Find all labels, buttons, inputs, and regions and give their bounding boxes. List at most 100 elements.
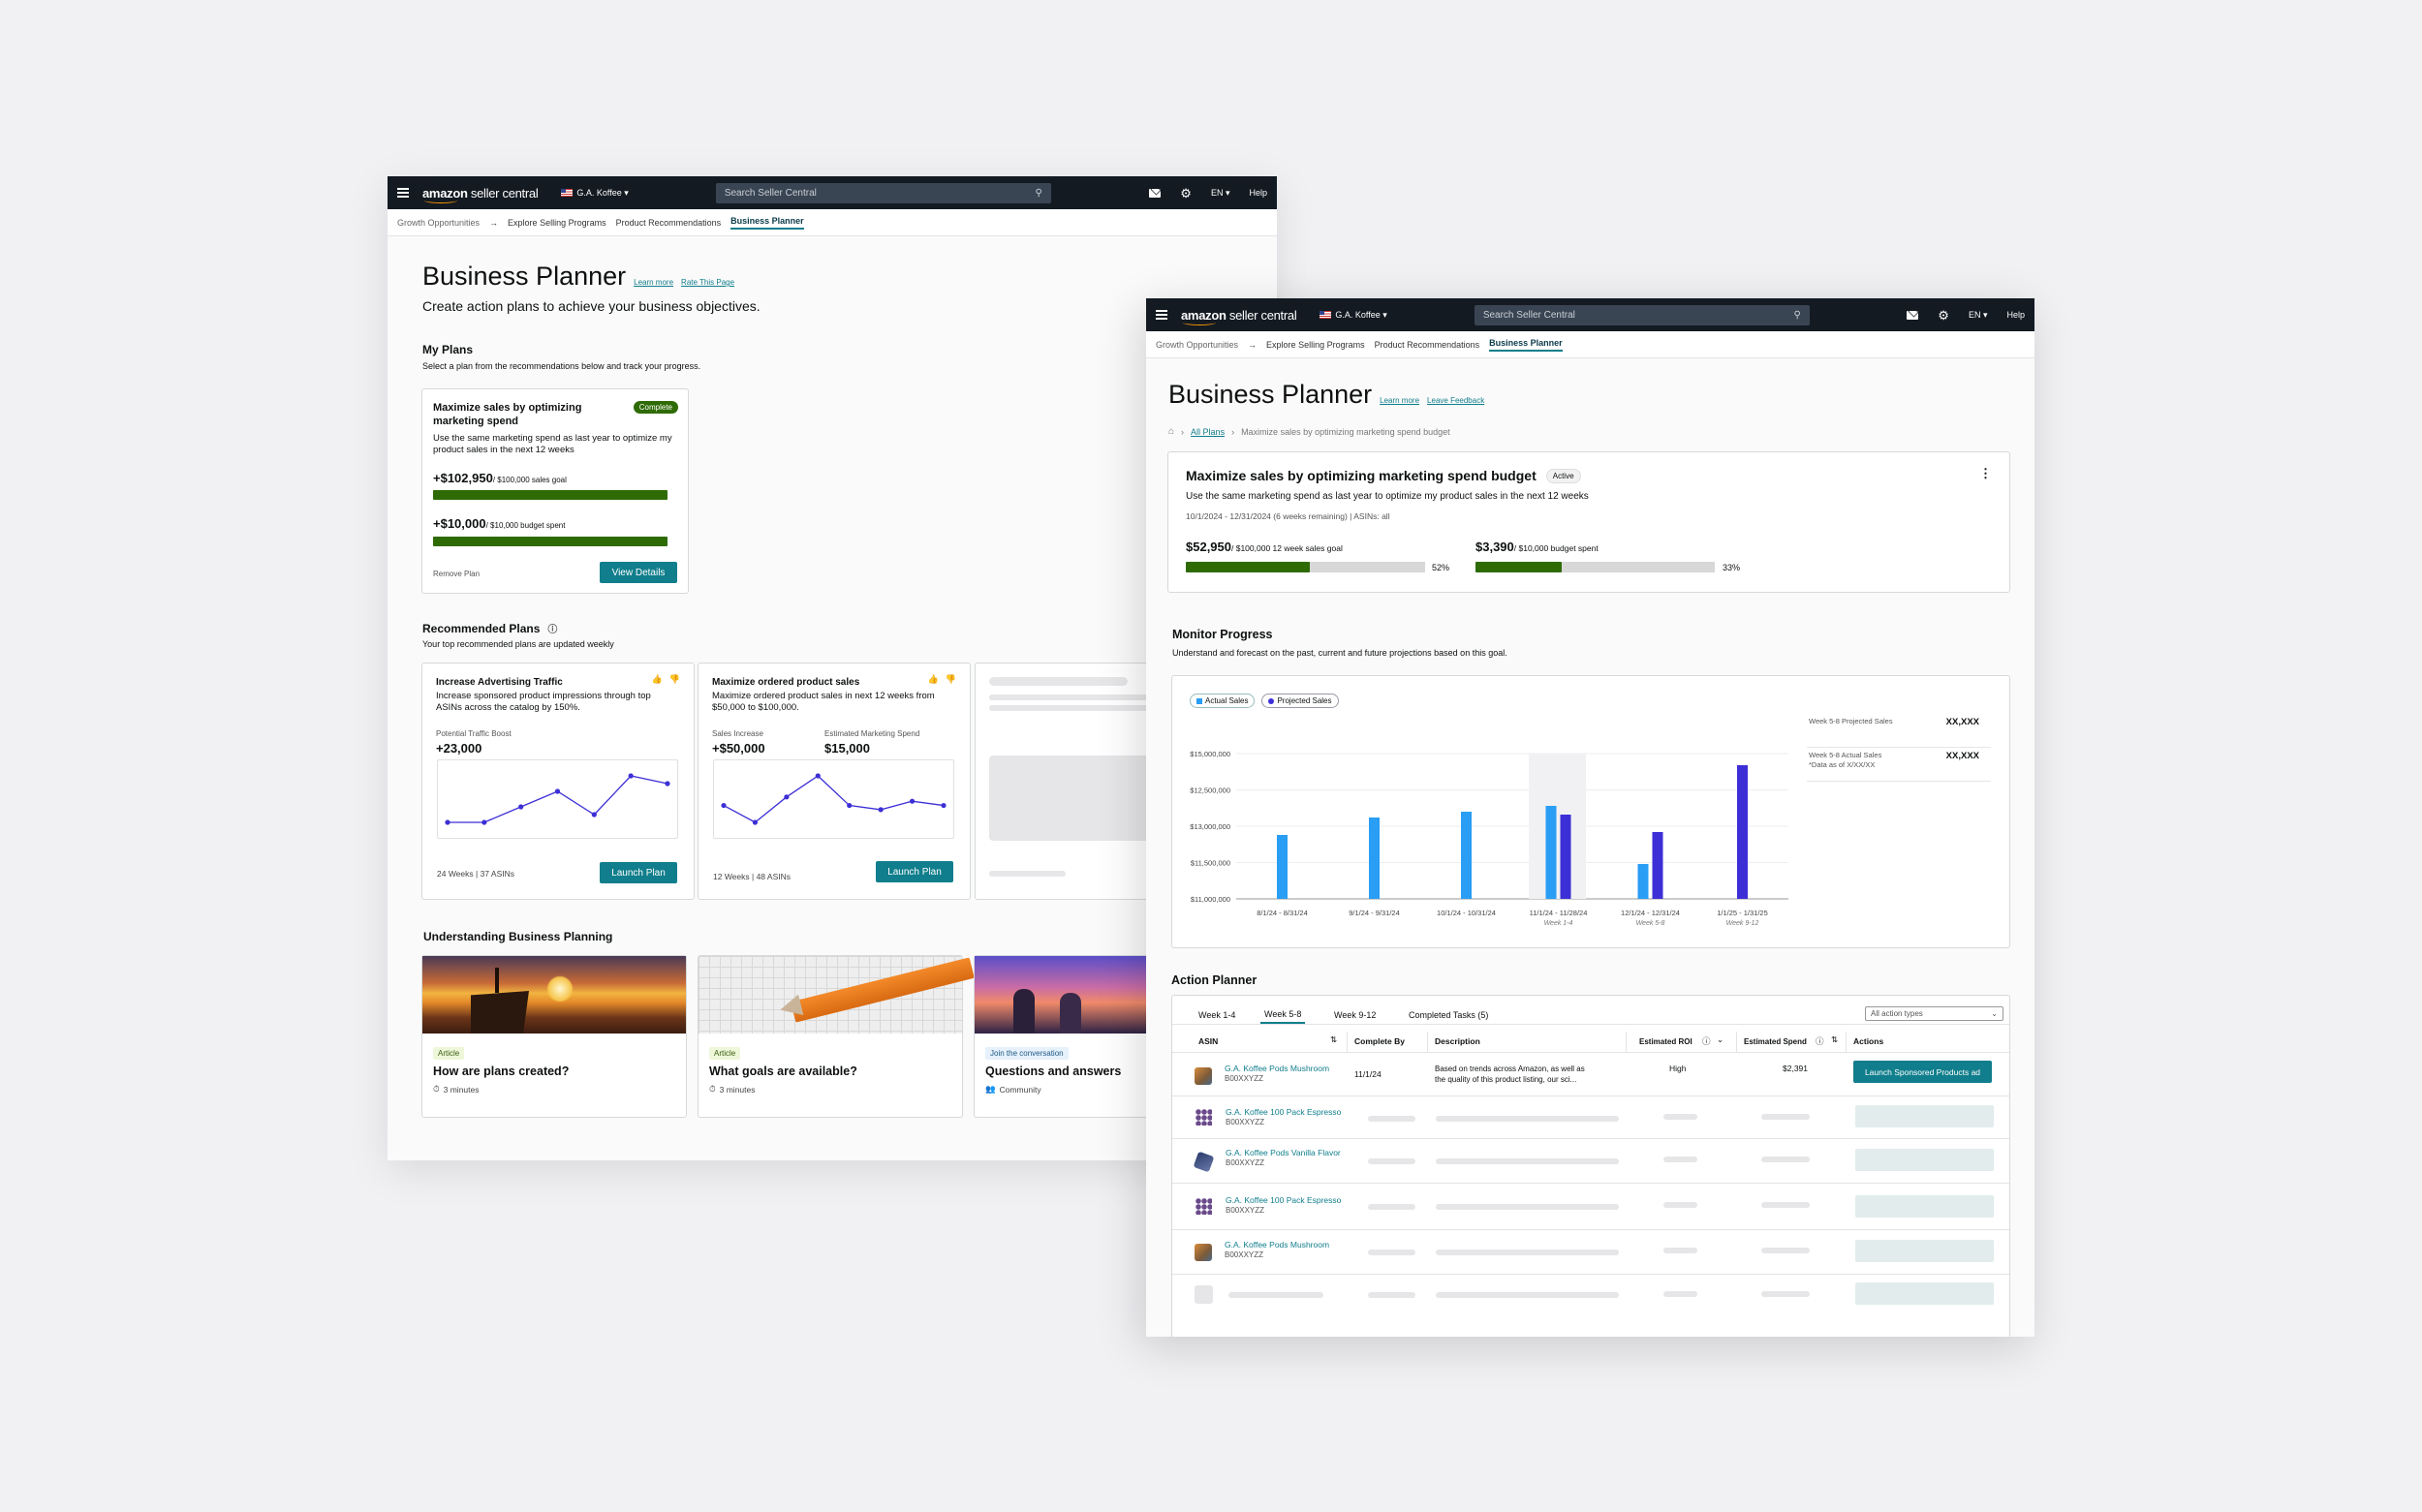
tab-week-1-4[interactable]: Week 1-4 bbox=[1198, 1010, 1236, 1020]
tab-business-planner[interactable]: Business Planner bbox=[1489, 338, 1563, 352]
table-row[interactable]: G.A. Koffee Pods Mushroom B00XXYZZ 11/1/… bbox=[1172, 1054, 2009, 1096]
gear-icon[interactable]: ⚙ bbox=[1180, 185, 1192, 201]
legend-actual-sales[interactable]: Actual Sales bbox=[1190, 694, 1256, 708]
rec-plan-title: Maximize ordered product sales bbox=[712, 677, 860, 688]
community-icon: 👥 bbox=[985, 1084, 996, 1094]
product-name-link[interactable]: G.A. Koffee Pods Mushroom bbox=[1225, 1064, 1330, 1073]
remove-plan-link[interactable]: Remove Plan bbox=[433, 570, 481, 578]
sort-icon[interactable]: ⇅ bbox=[1831, 1034, 1839, 1044]
product-thumbnail bbox=[1195, 1067, 1212, 1085]
launch-plan-button[interactable]: Launch Plan bbox=[600, 862, 677, 883]
home-icon[interactable]: ⌂ bbox=[1168, 426, 1175, 437]
projected-sales-bar[interactable] bbox=[1560, 815, 1571, 899]
actual-sales-bar[interactable] bbox=[1461, 812, 1472, 899]
recommended-plan-card-sales[interactable]: Maximize ordered product sales 👍 👎 Maximi… bbox=[698, 663, 971, 900]
table-row[interactable]: G.A. Koffee Pods Mushroom B00XXYZZ bbox=[1172, 1230, 2009, 1275]
learn-more-link[interactable]: Learn more bbox=[634, 278, 674, 287]
actual-sales-bar[interactable] bbox=[1545, 806, 1557, 899]
rate-page-link[interactable]: Rate This Page bbox=[681, 278, 735, 287]
actual-sales-bar[interactable] bbox=[1637, 864, 1649, 899]
breadcrumb-all-plans[interactable]: All Plans bbox=[1191, 426, 1226, 437]
budget-percent: 33% bbox=[1723, 563, 1741, 572]
col-asin[interactable]: ASIN bbox=[1198, 1036, 1219, 1046]
col-estimated-spend[interactable]: Estimated Spend bbox=[1744, 1037, 1807, 1046]
tab-explore-selling-programs[interactable]: Explore Selling Programs bbox=[1266, 339, 1365, 350]
view-details-button[interactable]: View Details bbox=[600, 562, 677, 583]
product-name-link[interactable]: G.A. Koffee Pods Mushroom bbox=[1225, 1240, 1330, 1250]
y-tick-label: $12,500,000 bbox=[1190, 787, 1230, 795]
tab-product-recommendations[interactable]: Product Recommendations bbox=[1374, 339, 1480, 350]
status-badge: Complete bbox=[633, 401, 678, 414]
launch-plan-button[interactable]: Launch Plan bbox=[876, 861, 953, 882]
thumbs-up-icon[interactable]: 👍 bbox=[927, 674, 939, 684]
plan-title: Maximize sales by optimizing marketing s… bbox=[1186, 468, 1537, 483]
tab-completed-tasks[interactable]: Completed Tasks (5) bbox=[1409, 1010, 1489, 1020]
info-icon[interactable]: ⓘ bbox=[547, 625, 558, 635]
tab-growth-opportunities[interactable]: Growth Opportunities bbox=[1156, 339, 1239, 350]
language-selector[interactable]: EN ▾ bbox=[1968, 309, 1988, 320]
table-row bbox=[1172, 1275, 2009, 1313]
thumbs-down-icon[interactable]: 👎 bbox=[668, 674, 680, 684]
article-meta: 👥 Community bbox=[985, 1084, 1041, 1095]
seller-central-logo[interactable]: amazon seller central bbox=[1181, 307, 1297, 325]
help-link[interactable]: Help bbox=[2006, 310, 2025, 320]
actual-sales-bar[interactable] bbox=[1277, 835, 1288, 899]
actual-sales-bar[interactable] bbox=[1369, 818, 1380, 899]
search-icon[interactable]: ⚲ bbox=[1793, 309, 1801, 321]
more-options-icon[interactable]: ⋮ bbox=[1979, 466, 1992, 480]
table-row[interactable]: G.A. Koffee Pods Vanilla Flavor B00XXYZZ bbox=[1172, 1139, 2009, 1184]
store-selector[interactable]: G.A. Koffee ▾ bbox=[1335, 309, 1387, 320]
product-name-link[interactable]: G.A. Koffee 100 Pack Espresso bbox=[1226, 1107, 1342, 1117]
menu-icon[interactable] bbox=[1156, 310, 1167, 320]
leave-feedback-link[interactable]: Leave Feedback bbox=[1427, 396, 1485, 405]
learn-more-link[interactable]: Learn more bbox=[1380, 396, 1420, 405]
launch-sponsored-products-button[interactable]: Launch Sponsored Products ad bbox=[1853, 1061, 1992, 1083]
table-row[interactable]: G.A. Koffee 100 Pack Espresso B00XXYZZ bbox=[1172, 1184, 2009, 1230]
rec-plan-title: Increase Advertising Traffic bbox=[436, 677, 563, 688]
skeleton-line bbox=[989, 677, 1128, 686]
legend-projected-sales[interactable]: Projected Sales bbox=[1261, 694, 1339, 708]
search-input[interactable]: Search Seller Central ⚲ bbox=[715, 182, 1051, 203]
seller-central-logo[interactable]: amazon seller central bbox=[422, 185, 539, 203]
projected-sales-bar[interactable] bbox=[1652, 832, 1663, 899]
action-type-filter[interactable]: All action types ⌄ bbox=[1865, 1006, 2003, 1021]
tab-growth-opportunities[interactable]: Growth Opportunities bbox=[397, 217, 481, 228]
thumbs-up-icon[interactable]: 👍 bbox=[651, 674, 663, 684]
language-selector[interactable]: EN ▾ bbox=[1210, 187, 1230, 198]
menu-icon[interactable] bbox=[397, 188, 409, 198]
info-icon[interactable]: ⓘ bbox=[1816, 1036, 1824, 1046]
article-title: Questions and answers bbox=[985, 1065, 1122, 1078]
my-plan-card[interactable]: Maximize sales by optimizing marketing s… bbox=[421, 388, 689, 594]
store-selector[interactable]: G.A. Koffee ▾ bbox=[576, 187, 629, 198]
info-icon[interactable]: ⓘ bbox=[1702, 1036, 1711, 1046]
tab-week-5-8[interactable]: Week 5-8 bbox=[1260, 1009, 1306, 1024]
projected-sales-bar[interactable] bbox=[1737, 765, 1748, 899]
mail-icon[interactable] bbox=[1907, 310, 1919, 320]
search-icon[interactable]: ⚲ bbox=[1035, 187, 1042, 199]
thumbs-down-icon[interactable]: 👎 bbox=[945, 674, 956, 684]
chevron-down-icon[interactable]: ⌄ bbox=[1717, 1034, 1724, 1044]
search-input[interactable]: Search Seller Central ⚲ bbox=[1474, 304, 1810, 325]
gear-icon[interactable]: ⚙ bbox=[1938, 307, 1949, 323]
product-name-link[interactable]: G.A. Koffee 100 Pack Espresso bbox=[1226, 1195, 1342, 1205]
help-link[interactable]: Help bbox=[1249, 188, 1267, 198]
article-title: What goals are available? bbox=[709, 1065, 857, 1078]
x-tick-label: 10/1/24 - 10/31/24 bbox=[1437, 909, 1496, 917]
pencil-shape bbox=[791, 957, 975, 1023]
table-row[interactable]: G.A. Koffee 100 Pack Espresso B00XXYZZ bbox=[1172, 1096, 2009, 1139]
tab-product-recommendations[interactable]: Product Recommendations bbox=[615, 217, 722, 228]
sort-icon[interactable]: ⇅ bbox=[1330, 1034, 1338, 1044]
recommended-plan-card-traffic[interactable]: Increase Advertising Traffic 👍 👎 Increase… bbox=[421, 663, 695, 900]
mail-icon[interactable] bbox=[1149, 188, 1162, 198]
product-asin: B00XXYZZ bbox=[1225, 1250, 1264, 1259]
breadcrumb-current-plan: Maximize sales by optimizing marketing s… bbox=[1241, 426, 1450, 437]
article-card[interactable]: Article How are plans created? ⏱ 3 minute… bbox=[421, 955, 687, 1118]
col-estimated-roi[interactable]: Estimated ROI bbox=[1639, 1037, 1692, 1046]
budget-progress-bar bbox=[1475, 562, 1562, 572]
col-complete-by[interactable]: Complete By bbox=[1354, 1036, 1405, 1046]
product-name-link[interactable]: G.A. Koffee Pods Vanilla Flavor bbox=[1226, 1148, 1341, 1157]
tab-business-planner[interactable]: Business Planner bbox=[730, 216, 804, 230]
tab-explore-selling-programs[interactable]: Explore Selling Programs bbox=[508, 217, 606, 228]
tab-week-9-12[interactable]: Week 9-12 bbox=[1334, 1010, 1377, 1020]
article-card[interactable]: Article What goals are available? ⏱ 3 min… bbox=[698, 955, 975, 1118]
